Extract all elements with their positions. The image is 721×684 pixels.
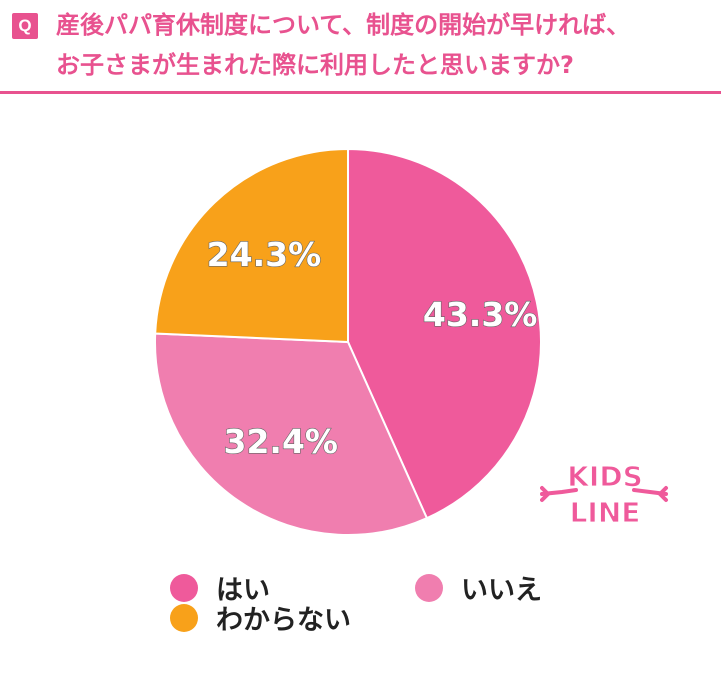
legend-item-yes: はい	[170, 568, 270, 607]
legend-item-no: いいえ	[415, 568, 542, 607]
question-text-line2: お子さまが生まれた際に利用したと思いますか?	[56, 51, 574, 79]
logo-text-line: LINE	[570, 496, 641, 528]
question-badge: Q	[12, 13, 38, 39]
legend-label-no: いいえ	[461, 575, 542, 606]
question-text-line1: 産後パパ育休制度について、制度の開始が早ければ、	[56, 11, 631, 39]
slice-label-unsure: 24.3%	[207, 235, 322, 274]
legend-swatch-yes	[170, 573, 198, 602]
legend-swatch-unsure	[170, 603, 198, 632]
legend-item-unsure: わからない	[170, 598, 351, 637]
slice-label-no: 32.4%	[223, 422, 338, 461]
kidsline-logo: KIDS LINE	[540, 460, 668, 528]
legend-swatch-no	[415, 573, 443, 602]
question-header: Q 産後パパ育休制度について、制度の開始が早ければ、 お子さまが生まれた際に利用…	[0, 0, 721, 94]
pie-slice-no	[154, 332, 429, 536]
legend-label-unsure: わからない	[216, 605, 351, 636]
legend-label-yes: はい	[216, 575, 270, 606]
pie-slice-yes	[347, 147, 542, 520]
logo-text-kids: KIDS	[567, 460, 643, 493]
pie-slice-unsure	[154, 147, 349, 344]
slice-label-yes: 43.3%	[423, 295, 538, 334]
header-divider	[0, 91, 721, 94]
